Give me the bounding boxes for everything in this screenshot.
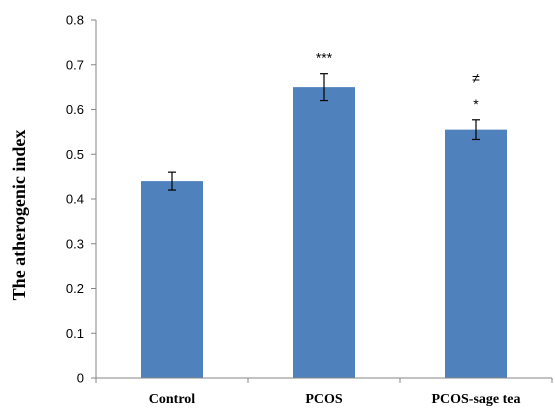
y-tick-label: 0.8 [66,13,84,28]
bar [293,87,355,378]
y-axis: 0 0.1 0.2 0.3 0.4 0.5 0.6 0.7 0.8 [66,13,96,386]
significance-annotation: * [473,96,479,112]
bar [445,129,507,378]
y-tick-label: 0 [77,371,84,386]
y-tick-label: 0.2 [66,281,84,296]
error-bar [168,171,176,191]
x-tick-label: PCOS-sage tea [431,392,520,407]
y-axis-label: The atherogenic index [9,130,29,301]
x-axis: Control PCOS PCOS-sage tea [95,378,553,407]
bars-group: ****≠ [141,50,507,378]
y-tick-label: 0.5 [66,147,84,162]
y-tick-label: 0.1 [66,326,84,341]
y-tick-label: 0.7 [66,57,84,72]
significance-annotation: *** [316,50,333,66]
y-tick-label: 0.4 [66,192,84,207]
significance-annotation: ≠ [472,70,480,86]
error-bar [320,73,328,102]
error-bar [472,119,480,141]
y-tick-label: 0.6 [66,102,84,117]
x-tick-label: Control [149,392,196,407]
x-tick-label: PCOS [305,392,343,407]
y-tick-label: 0.3 [66,236,84,251]
bar [141,181,203,378]
